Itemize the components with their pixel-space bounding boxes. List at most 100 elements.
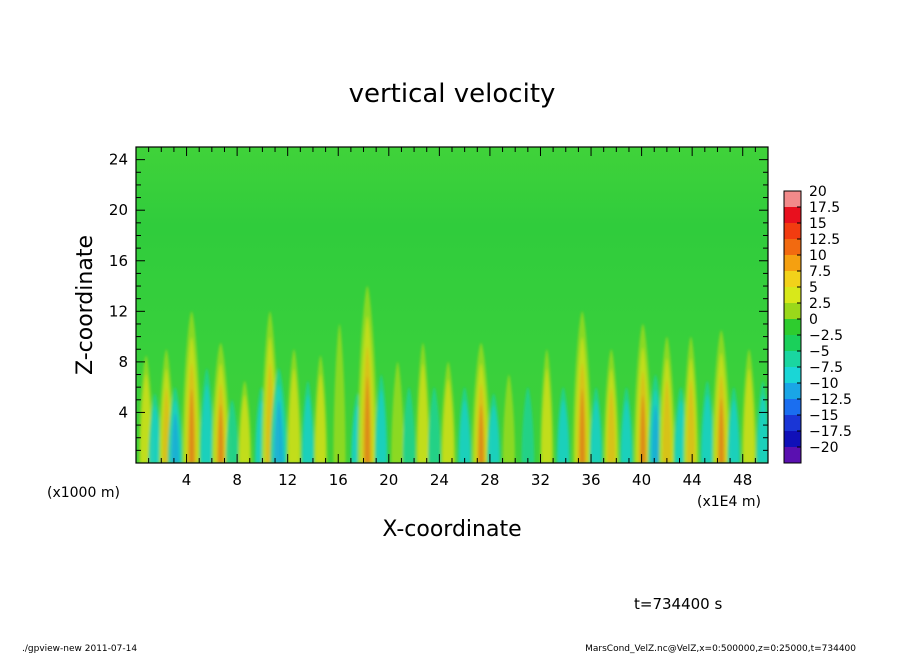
x-tick-label: 8 xyxy=(232,471,242,489)
heatmap-plume-level xyxy=(579,388,585,463)
colorbar-swatch xyxy=(784,447,801,464)
heatmap-plume xyxy=(333,323,346,463)
colorbar-swatch xyxy=(784,367,801,384)
heatmap-plume xyxy=(700,380,715,463)
colorbar-swatch xyxy=(784,383,801,400)
colorbar-swatch xyxy=(784,319,801,336)
colorbar-label: 15 xyxy=(809,216,827,232)
y-axis-label: Z-coordinate xyxy=(73,235,98,375)
heatmap-plume xyxy=(211,342,230,463)
heatmap-field xyxy=(138,286,768,463)
colorbar-label: 10 xyxy=(809,248,827,264)
heatmap-plume-level xyxy=(459,400,470,463)
colorbar-label: −10 xyxy=(809,376,839,392)
heatmap-plume xyxy=(521,387,535,463)
colorbar-swatch xyxy=(784,255,801,272)
y-axis-unit-note: (x1000 m) xyxy=(47,485,120,501)
y-tick-label: 20 xyxy=(109,201,128,219)
heatmap-plume xyxy=(374,374,388,463)
x-tick-label: 32 xyxy=(531,471,550,489)
x-tick-label: 24 xyxy=(430,471,449,489)
colorbar-swatch xyxy=(784,287,801,304)
colorbar-frame xyxy=(783,190,802,464)
heatmap-plume xyxy=(572,311,592,463)
colorbar-swatch xyxy=(784,399,801,416)
heatmap-plume-level xyxy=(640,394,646,463)
heatmap-plume-level xyxy=(315,373,326,463)
heatmap-plume xyxy=(502,374,515,463)
heatmap-plume-level xyxy=(728,400,739,463)
heatmap-plume xyxy=(270,368,288,463)
y-tick-label: 8 xyxy=(118,353,128,371)
heatmap-plume-level xyxy=(651,404,660,463)
colorbar-label: −15 xyxy=(809,408,839,424)
heatmap-plume xyxy=(357,286,378,463)
heatmap-plume-level xyxy=(478,404,484,463)
heatmap-plume-level xyxy=(718,397,724,463)
heatmap-plume xyxy=(755,380,768,463)
heatmap-plume-level xyxy=(488,405,500,463)
colorbar-label: 5 xyxy=(809,280,818,296)
heatmap-plume-level xyxy=(364,376,371,463)
heatmap-plume xyxy=(540,349,554,463)
heatmap-plume xyxy=(167,387,183,463)
x-tick-label: 12 xyxy=(278,471,297,489)
heatmap-plume xyxy=(712,330,731,463)
heatmap-plume-level xyxy=(502,374,515,463)
heatmap-plume xyxy=(301,380,315,463)
x-tick-label: 28 xyxy=(480,471,499,489)
heatmap-plume xyxy=(589,387,603,463)
x-tick-label: 44 xyxy=(683,471,702,489)
heatmap-plume-level xyxy=(743,368,755,463)
heatmap-plume-level xyxy=(333,323,346,463)
heatmap-plume xyxy=(402,387,416,463)
colorbar-swatch xyxy=(784,271,801,288)
heatmap-plume xyxy=(415,342,430,463)
x-axis-label: X-coordinate xyxy=(382,517,521,542)
colorbar-label: −17.5 xyxy=(809,424,852,440)
x-tick-label: 40 xyxy=(632,471,651,489)
heatmap-plume-level xyxy=(686,379,695,463)
heatmap-plume xyxy=(286,349,302,463)
colorbar-label: 2.5 xyxy=(809,296,831,312)
colorbar-swatch xyxy=(784,207,801,224)
colorbar-swatch xyxy=(784,431,801,448)
chart-title: vertical velocity xyxy=(349,79,556,109)
heatmap-plume-level xyxy=(662,379,672,463)
heatmap-plume-level xyxy=(591,400,602,463)
heatmap-plume xyxy=(148,393,162,463)
colorbar-label: 12.5 xyxy=(809,232,840,248)
heatmap-plume-level xyxy=(225,399,239,463)
heatmap-plume-level xyxy=(541,368,552,463)
colorbar-label: 17.5 xyxy=(809,200,840,216)
heatmap-plume xyxy=(683,336,699,463)
heatmap-plume xyxy=(182,311,202,463)
heatmap-plume-level xyxy=(171,412,180,463)
heatmap-plume-level xyxy=(274,400,284,463)
heatmap-plume-level xyxy=(607,387,616,463)
heatmap-plume xyxy=(633,323,652,463)
heatmap-plume-level xyxy=(417,363,429,463)
heatmap-plume xyxy=(619,387,634,463)
heatmap-plume-level xyxy=(621,400,632,463)
heatmap-plume-level xyxy=(201,384,213,463)
heatmap-plume-level xyxy=(188,388,195,463)
x-tick-label: 16 xyxy=(329,471,348,489)
colorbar-swatch xyxy=(784,239,801,256)
heatmap-plume xyxy=(238,380,252,463)
plot-area xyxy=(136,147,768,463)
colorbar-label: 20 xyxy=(809,184,827,200)
x-axis-unit-note: (x1E4 m) xyxy=(697,494,761,510)
x-axis-ticks: 4 8 12 16 20 24 28 32 36 40 44 48 xyxy=(148,147,756,489)
program-label: ./gpview-new 2011-07-14 xyxy=(22,644,137,654)
colorbar-label: −20 xyxy=(809,440,839,456)
heatmap-plume xyxy=(457,387,472,463)
x-tick-label: 36 xyxy=(581,471,600,489)
heatmap-plume xyxy=(199,368,215,463)
colorbar-label: 7.5 xyxy=(809,264,831,280)
colorbar-swatch xyxy=(784,415,801,432)
heatmap-plume xyxy=(556,387,571,463)
heatmap-plume-level xyxy=(442,379,454,463)
heatmap-plume xyxy=(741,349,757,463)
